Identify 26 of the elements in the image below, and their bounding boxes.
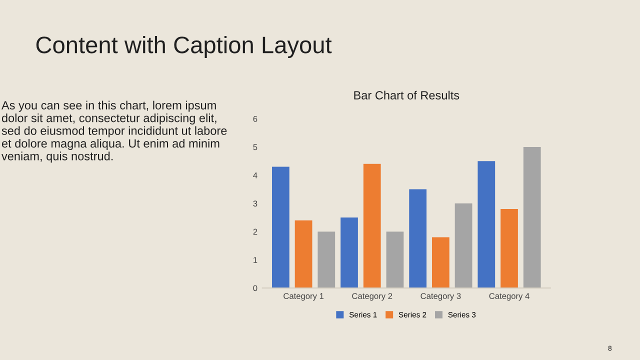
bar [432, 237, 450, 288]
bar [318, 232, 336, 288]
bar [523, 147, 541, 288]
bar [454, 203, 472, 288]
bar [386, 232, 404, 288]
text: Content with Caption Layout [36, 36, 332, 58]
x-tick-label: Category 3 [420, 293, 461, 301]
text: As you can see in this chart, lorem ipsum dolor sit amet, consectetur adipiscing elit, sed do eiusmod tempor incididunt ut labore et dolore magna aliqua. Ut enim ad minim veniam, quis nostrud. [1, 100, 227, 163]
y-tick-label: 3 [253, 200, 258, 206]
y-tick-label: 1 [254, 257, 258, 263]
bar [409, 189, 427, 288]
y-tick-label: 6 [253, 116, 258, 122]
bar [340, 218, 358, 288]
y-tick-label: 2 [253, 228, 258, 235]
bar [272, 166, 290, 288]
x-tick-label: Category 4 [489, 293, 530, 301]
y-tick-label: 4 [253, 172, 258, 178]
bar [363, 164, 381, 288]
chart-title: Bar Chart of Results [354, 90, 460, 100]
y-tick-label: 5 [253, 144, 258, 150]
y-tick-label: 0 [253, 285, 258, 292]
bar [500, 209, 518, 288]
bar [478, 161, 496, 288]
x-tick-label: Category 1 [284, 293, 324, 301]
x-tick-label: Category 2 [352, 293, 392, 301]
bar [294, 220, 312, 288]
